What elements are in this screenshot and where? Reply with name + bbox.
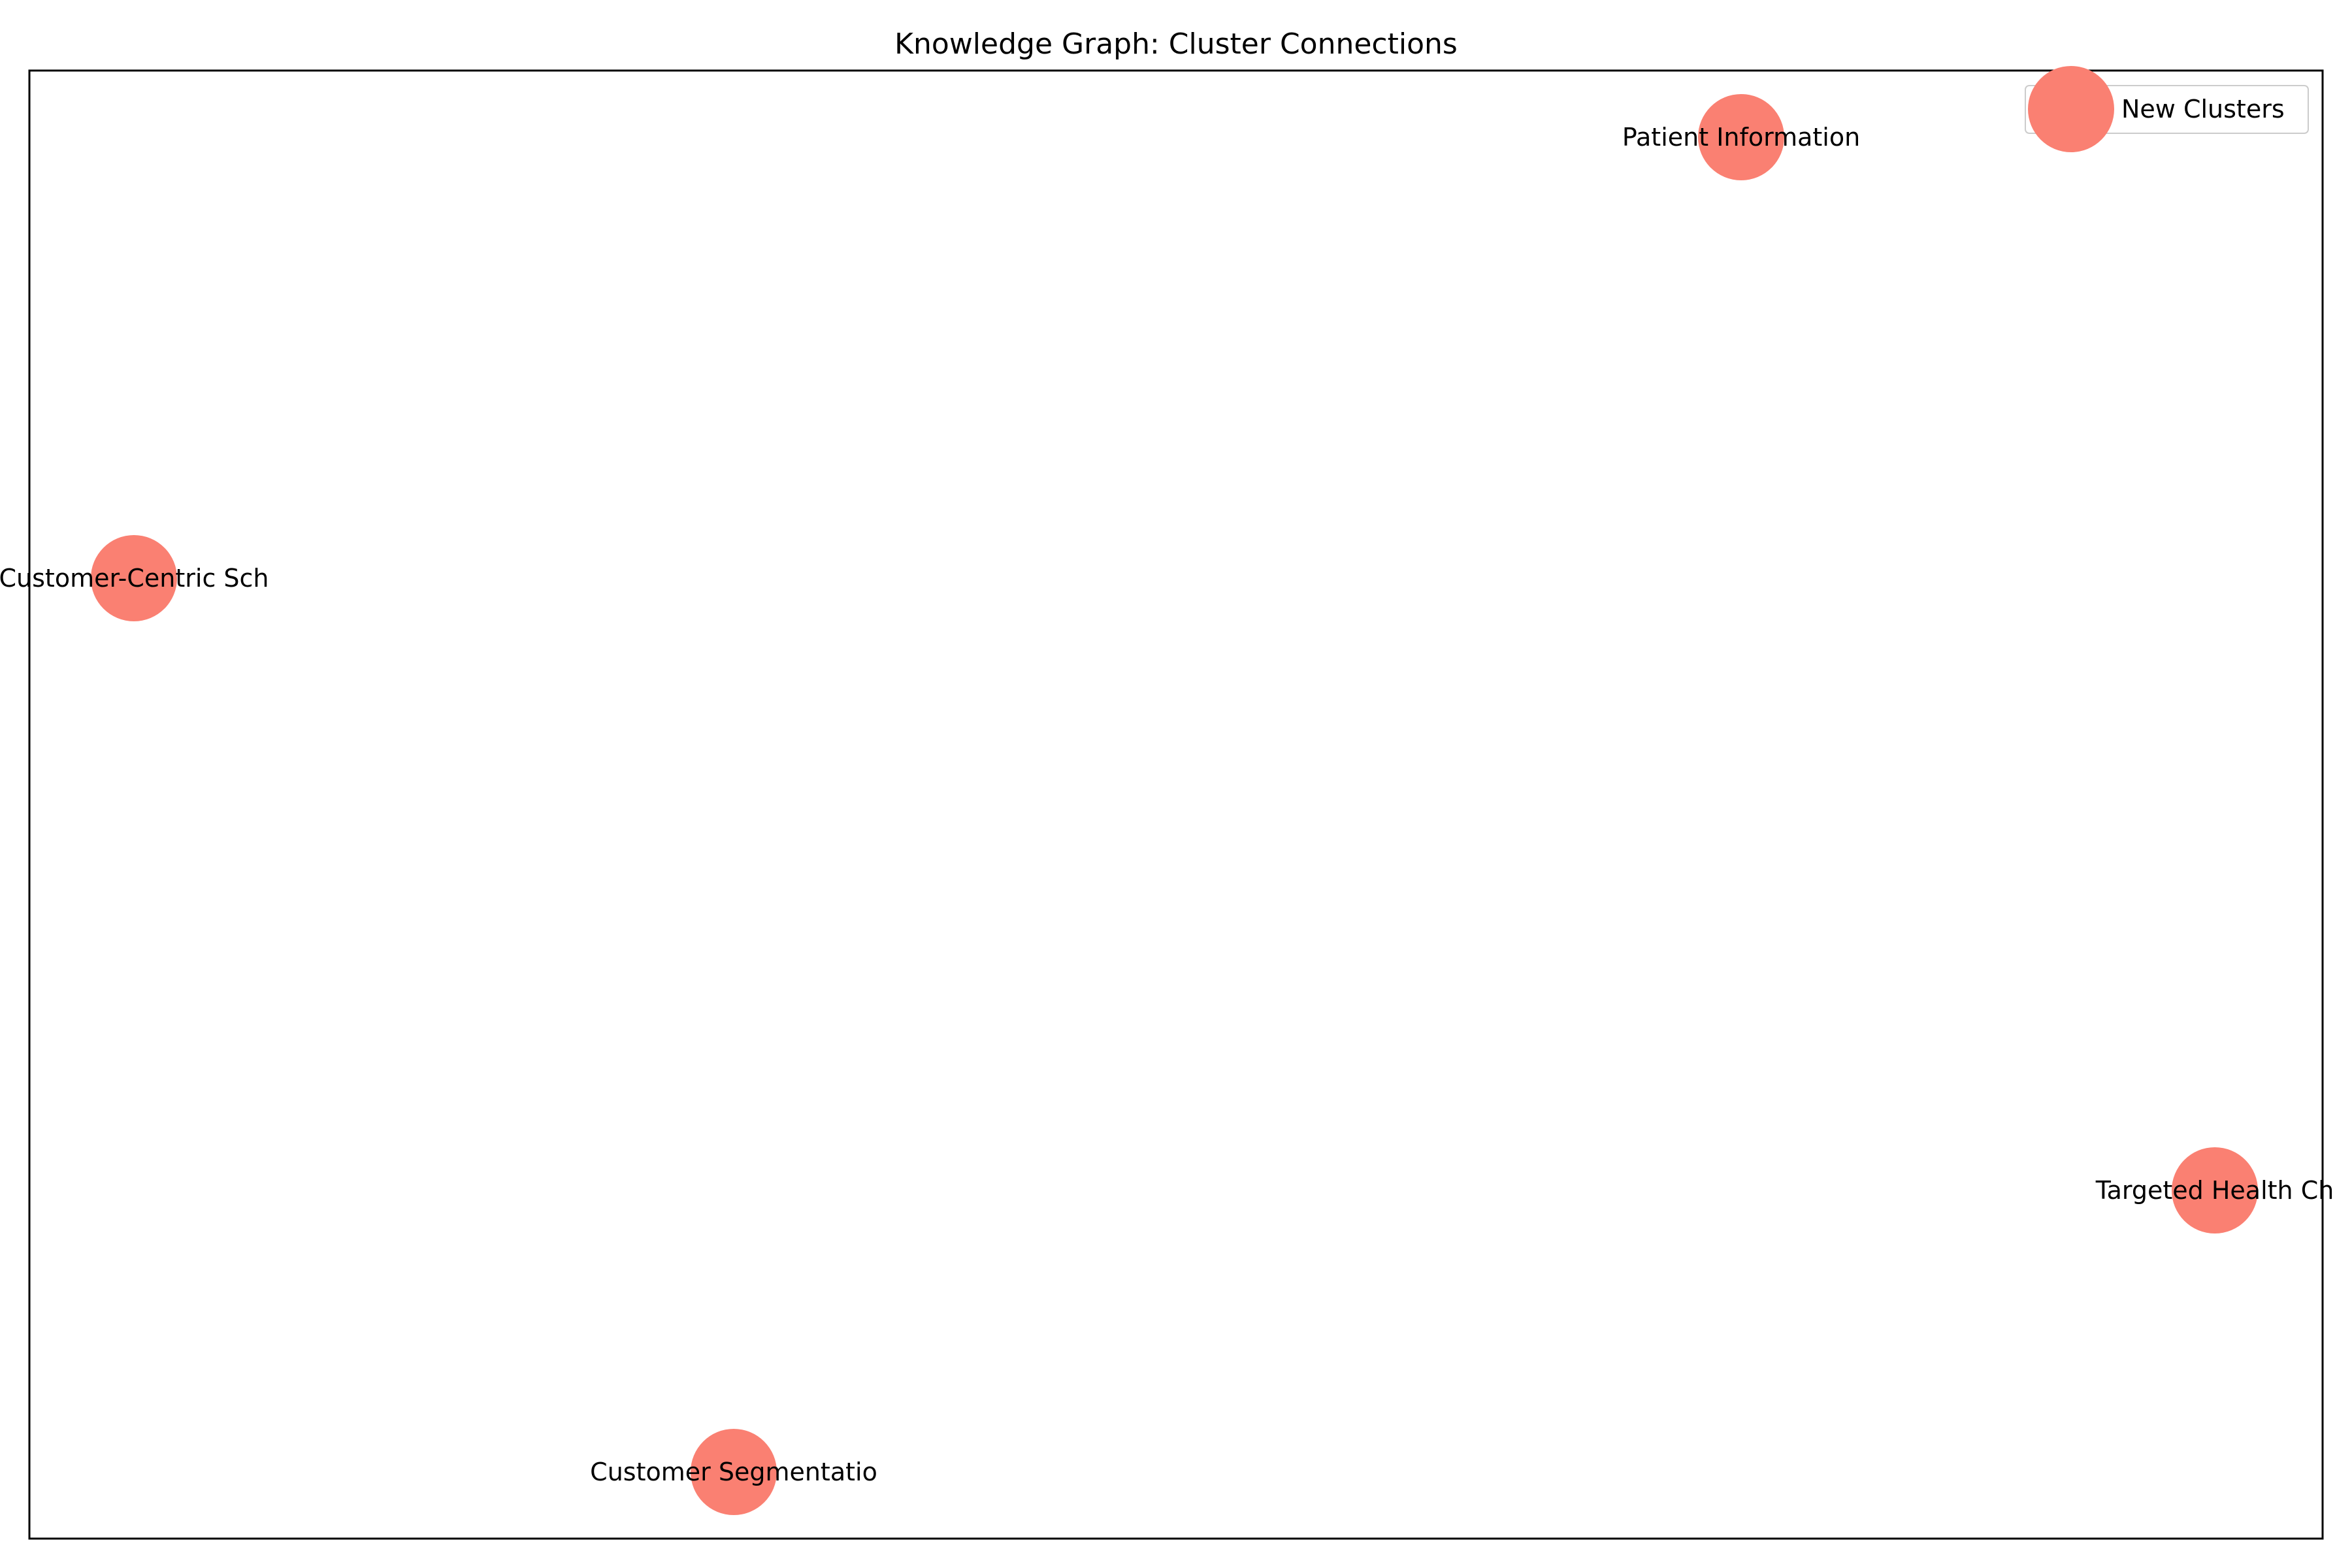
graph-node-patient-information[interactable]: Patient Information — [1622, 94, 1860, 180]
node-circle — [2172, 1147, 2258, 1233]
node-circle — [1698, 94, 1784, 180]
node-label: Targeted Health Ch — [2095, 1176, 2334, 1205]
node-label: Patient Information — [1622, 123, 1860, 152]
node-label: Customer Segmentatio — [590, 1458, 877, 1486]
graph-title: Knowledge Graph: Cluster Connections — [894, 27, 1458, 61]
graph-node-customer-segmentatio[interactable]: Customer Segmentatio — [590, 1429, 877, 1515]
node-circle — [91, 535, 177, 621]
node-layer: Patient Information Customer-Centric Sch… — [0, 94, 2334, 1515]
graph-node-targeted-health-ch[interactable]: Targeted Health Ch — [2095, 1147, 2334, 1233]
legend-label: New Clusters — [2121, 95, 2285, 123]
node-circle — [691, 1429, 777, 1515]
graph-node-customer-centric-sch[interactable]: Customer-Centric Sch — [0, 535, 269, 621]
legend: New Clusters — [2025, 66, 2309, 152]
plot-frame — [28, 69, 2324, 1540]
legend-node-marker — [2028, 66, 2114, 152]
node-label: Customer-Centric Sch — [0, 564, 269, 593]
